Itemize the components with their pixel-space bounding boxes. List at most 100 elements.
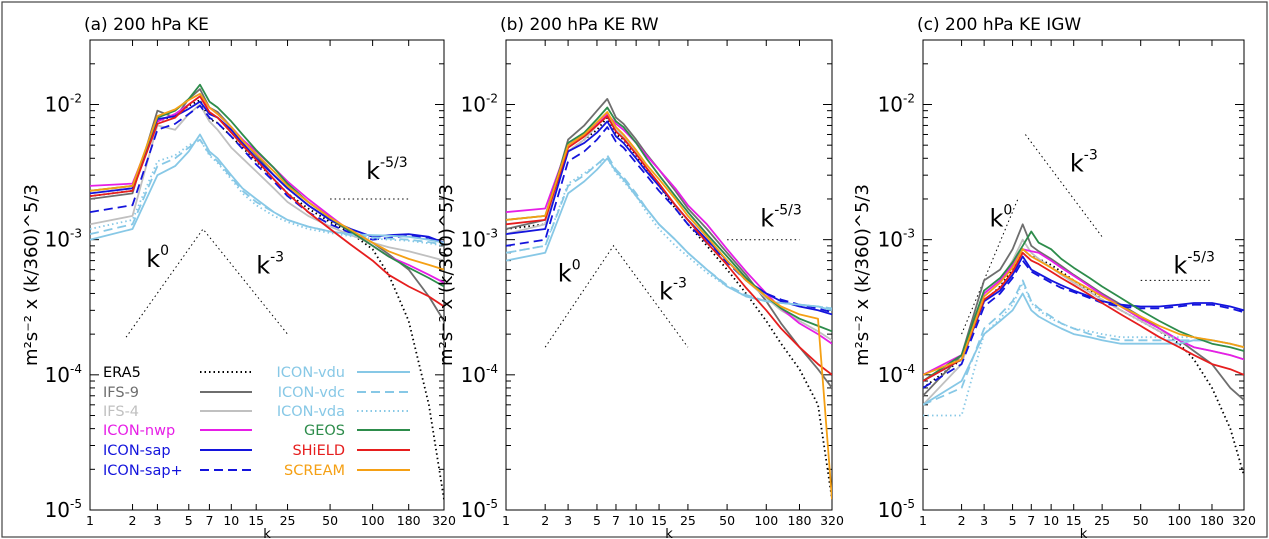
x-tick-label: 25: [280, 513, 296, 528]
reference-line: [544, 244, 689, 348]
x-tick-label: 10: [628, 513, 644, 528]
series-line-shield: [90, 95, 444, 308]
x-tick-label: 5: [1009, 513, 1017, 528]
x-tick-label: 3: [564, 513, 572, 528]
series-group: [923, 223, 1244, 476]
series-line-icon-vda: [90, 138, 444, 247]
reference-line: [961, 198, 1019, 335]
x-tick-label: 15: [248, 513, 264, 528]
x-tick-label: 5: [593, 513, 601, 528]
series-line-scream: [506, 111, 832, 500]
series-line-icon-sap: [923, 255, 1244, 382]
x-tick-label: 10: [223, 513, 239, 528]
y-tick-label: 10-4: [45, 362, 82, 387]
y-tick-label: 10-2: [461, 91, 498, 116]
x-tick-label: 7: [1027, 513, 1035, 528]
x-tick-label: 15: [1066, 513, 1082, 528]
plot-frame: [89, 39, 445, 511]
y-tick-label: 10-5: [461, 497, 498, 522]
reference-line: [1024, 134, 1103, 238]
slope-annotation: k0: [558, 258, 581, 288]
x-tick-label: 2: [129, 513, 137, 528]
legend-label: ICON-sap+: [103, 463, 183, 479]
y-axis-title: m²s⁻² x (k/360)^5/3: [852, 184, 873, 366]
series-group: [506, 98, 832, 500]
x-tick-label: 2: [541, 513, 549, 528]
x-axis-title: k: [1080, 527, 1088, 539]
x-tick-label: 7: [612, 513, 620, 528]
series-group: [90, 83, 444, 500]
series-line-ifs-4: [90, 103, 444, 262]
y-axis-title: m²s⁻² x (k/360)^5/3: [436, 184, 457, 366]
x-tick-label: 180: [1200, 513, 1224, 528]
slope-annotation: k0: [146, 243, 169, 273]
series-line-geos: [506, 106, 832, 333]
panel-title: (c) 200 hPa KE IGW: [917, 15, 1081, 35]
y-tick-label: 10-3: [45, 227, 82, 252]
series-line-shield: [506, 115, 832, 376]
x-tick-label: 320: [1232, 513, 1256, 528]
y-tick-label: 10-4: [461, 362, 498, 387]
slope-annotation: k-3: [256, 250, 284, 280]
x-axis-title: k: [665, 527, 673, 539]
series-line-icon-vdc: [90, 138, 444, 246]
x-tick-label: 15: [651, 513, 667, 528]
x-tick-label: 180: [788, 513, 812, 528]
x-tick-label: 25: [1094, 513, 1110, 528]
slope-annotation: k0: [989, 203, 1012, 233]
series-line-era5: [923, 248, 1244, 476]
x-tick-label: 50: [719, 513, 735, 528]
x-tick-label: 100: [361, 513, 385, 528]
y-tick-label: 10-5: [878, 497, 915, 522]
y-tick-label: 10-2: [45, 91, 82, 116]
x-tick-label: 10: [1043, 513, 1059, 528]
x-tick-label: 100: [754, 513, 778, 528]
x-tick-label: 50: [322, 513, 338, 528]
y-tick-label: 10-5: [45, 497, 82, 522]
legend-label: IFS-4: [103, 404, 139, 420]
y-tick-label: 10-2: [878, 91, 915, 116]
legend-label: SHiELD: [292, 443, 345, 459]
series-line-icon-vdu: [923, 292, 1244, 406]
series-line-icon-sap-: [506, 126, 832, 314]
series-line-icon-sap-: [923, 259, 1244, 389]
x-tick-label: 180: [397, 513, 421, 528]
y-tick-label: 10-4: [878, 362, 915, 387]
x-tick-label: 1: [919, 513, 927, 528]
x-tick-label: 320: [432, 513, 456, 528]
legend-label: ICON-sap: [103, 443, 171, 459]
series-line-icon-nwp: [923, 248, 1244, 376]
series-line-icon-vdu: [90, 133, 444, 244]
y-tick-label: 10-3: [461, 227, 498, 252]
plot-frame: [505, 39, 833, 511]
legend-label: ICON-vda: [277, 404, 345, 420]
legend-label: ERA5: [103, 365, 141, 381]
slope-annotation: k-5/3: [366, 155, 408, 185]
panel-title: (b) 200 hPa KE RW: [500, 15, 659, 35]
legend-label: GEOS: [304, 423, 345, 439]
y-axis-title: m²s⁻² x (k/360)^5/3: [21, 184, 42, 366]
chart-panel-2: (b) 200 hPa KE RW 1 2 3 5 7 10 15 25 50 100 180 320 k…: [436, 15, 844, 539]
series-line-icon-sap: [506, 120, 832, 316]
legend: ERA5 IFS-9 IFS-4 ICON-nwp ICON-sap ICON-sap+ I…: [103, 365, 410, 479]
slope-annotation: k-3: [1070, 147, 1098, 177]
series-line-scream: [90, 92, 444, 271]
series-line-shield: [923, 251, 1244, 382]
panel-title: (a) 200 hPa KE: [84, 15, 209, 35]
x-tick-label: 50: [1133, 513, 1149, 528]
y-tick-label: 10-3: [878, 227, 915, 252]
x-tick-label: 320: [820, 513, 844, 528]
x-tick-label: 25: [680, 513, 696, 528]
slope-annotation: k-5/3: [1173, 250, 1215, 280]
x-tick-label: 2: [958, 513, 966, 528]
x-tick-label: 100: [1167, 513, 1191, 528]
x-tick-label: 1: [502, 513, 510, 528]
slope-annotation: k-5/3: [760, 203, 802, 233]
legend-label: ICON-vdu: [277, 365, 345, 381]
x-tick-label: 3: [980, 513, 988, 528]
slope-annotation: k-3: [659, 276, 687, 306]
x-tick-label: 1: [86, 513, 94, 528]
series-line-icon-vdc: [923, 279, 1244, 406]
